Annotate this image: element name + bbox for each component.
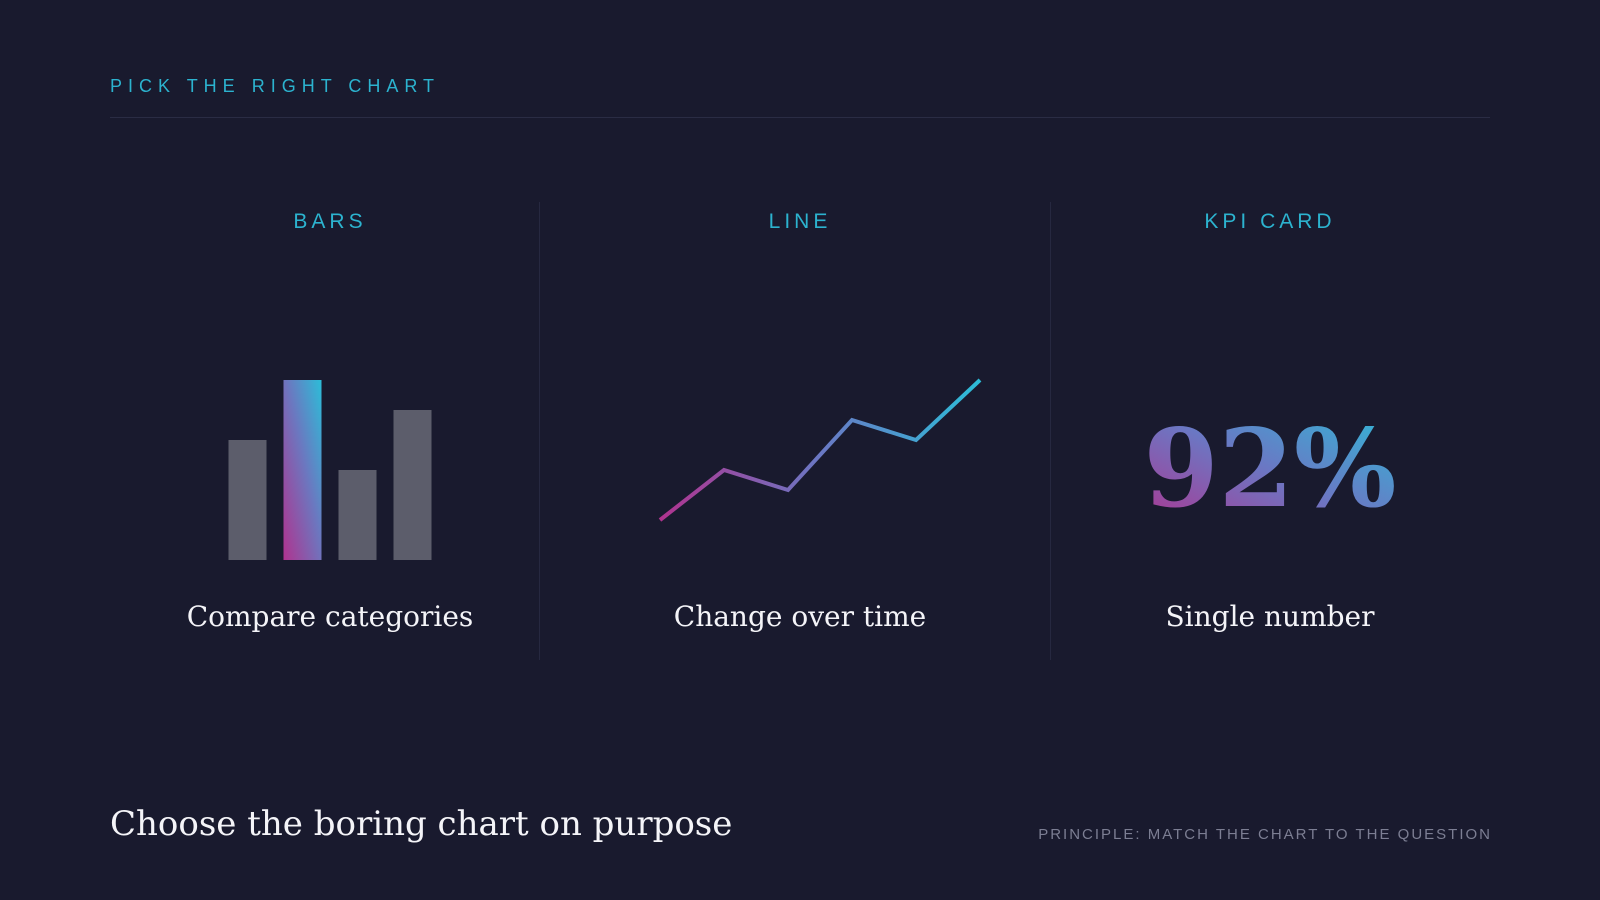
principle-note: PRINCIPLE: MATCH THE CHART TO THE QUESTI… [1038,826,1492,843]
bar-chart [228,380,432,560]
column-divider-left [539,202,540,660]
kpi-value: 92% [1144,406,1397,532]
bars-heading: BARS [293,210,367,233]
bars-column: BARS Compare categories [130,200,530,660]
slide-headline: Choose the boring chart on purpose [110,804,733,844]
kpi-column: KPI CARD 92% Single number [1070,200,1470,660]
bar [338,470,377,560]
bar [228,440,267,560]
line-series [658,378,982,522]
kpi-caption: Single number [1165,600,1375,633]
bars-caption: Compare categories [186,600,474,633]
line-heading: LINE [768,210,832,233]
line-caption: Change over time [673,600,927,633]
bar-highlighted [283,380,322,560]
line-column: LINE Change over time [590,200,1010,660]
eyebrow-title: PICK THE RIGHT CHART [110,76,441,96]
header-divider [110,117,1490,118]
bar [393,410,432,560]
column-divider-right [1050,202,1051,660]
kpi-heading: KPI CARD [1204,210,1336,233]
line-chart [658,378,982,522]
kpi-card: 92% [1144,406,1397,532]
